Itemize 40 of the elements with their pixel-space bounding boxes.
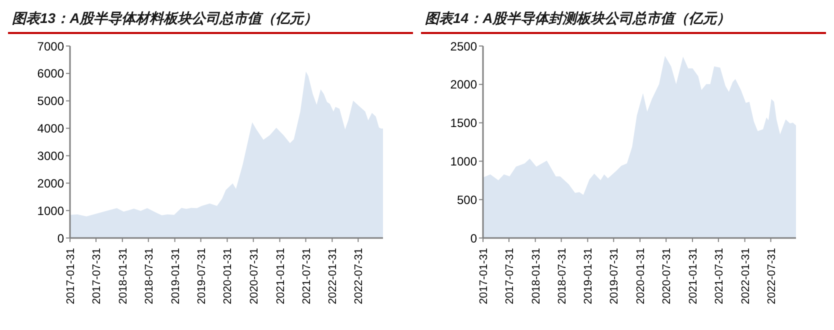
y-tick-label: 7000 xyxy=(37,39,64,54)
x-tick-label: 2017-01-31 xyxy=(478,248,490,304)
x-tick-label: 2020-07-31 xyxy=(661,248,674,304)
y-tick-label: 2500 xyxy=(450,39,478,54)
x-tick-label: 2019-01-31 xyxy=(170,248,182,304)
y-tick-label: 0 xyxy=(57,231,64,246)
x-tick-label: 2017-07-31 xyxy=(90,248,103,304)
x-tick-label: 2019-07-31 xyxy=(196,248,208,304)
x-tick-label: 2020-07-31 xyxy=(248,248,260,304)
chart-title: 图表13：A股半导体材料板块公司总市值（亿元） xyxy=(8,8,413,34)
y-tick-label: 2000 xyxy=(450,78,478,92)
y-tick-label: 1000 xyxy=(37,204,64,218)
x-tick-label: 2022-07-31 xyxy=(353,248,366,304)
y-tick-label: 3000 xyxy=(37,148,64,163)
y-tick-label: 4000 xyxy=(37,122,64,136)
y-tick-label: 1000 xyxy=(450,154,478,168)
x-tick-label: 2017-07-31 xyxy=(504,248,516,304)
x-tick-label: 2019-01-31 xyxy=(582,248,595,304)
chart-title: 图表14：A股半导体封测板块公司总市值（亿元） xyxy=(421,8,826,34)
y-tick-label: 1500 xyxy=(450,116,478,130)
x-tick-label: 2018-01-31 xyxy=(117,248,130,304)
x-tick-label: 2017-01-31 xyxy=(65,248,77,304)
x-tick-label: 2021-01-31 xyxy=(274,248,287,304)
x-tick-label: 2018-07-31 xyxy=(556,248,568,304)
y-tick-label: 6000 xyxy=(37,66,64,81)
x-tick-label: 2022-01-31 xyxy=(740,248,752,304)
y-tick-label: 500 xyxy=(456,192,478,207)
x-tick-label: 2020-01-31 xyxy=(222,248,234,304)
x-tick-label: 2021-07-31 xyxy=(713,248,726,304)
x-tick-label: 2020-01-31 xyxy=(635,248,647,304)
x-tick-label: 2018-07-31 xyxy=(143,248,156,304)
x-tick-label: 2019-07-31 xyxy=(608,248,621,304)
x-tick-label: 2021-01-31 xyxy=(687,248,700,304)
y-tick-label: 5000 xyxy=(37,94,64,108)
y-tick-label: 0 xyxy=(470,231,478,246)
x-tick-label: 2021-07-31 xyxy=(300,248,313,304)
x-tick-label: 2022-01-31 xyxy=(327,248,340,304)
y-tick-label: 2000 xyxy=(37,176,64,190)
x-tick-label: 2022-07-31 xyxy=(766,248,778,304)
x-tick-label: 2018-01-31 xyxy=(530,248,542,304)
